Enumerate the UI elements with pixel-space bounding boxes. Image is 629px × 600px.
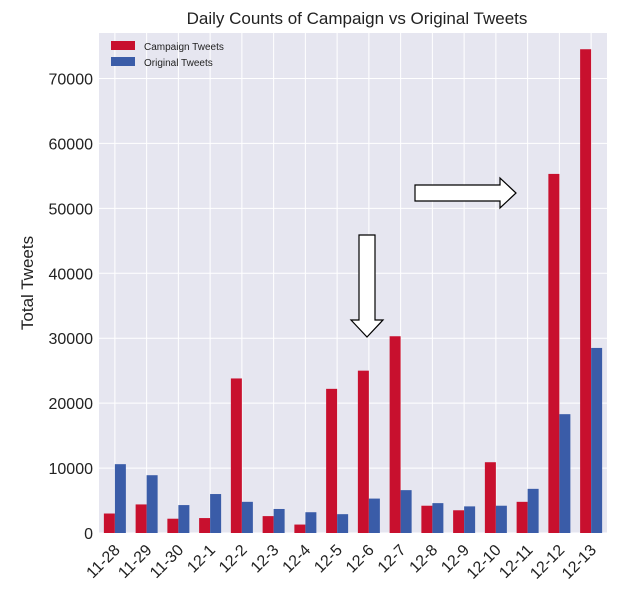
campaign-bar (389, 336, 401, 533)
x-tick-label: 12-3 (248, 542, 283, 577)
original-bar (368, 498, 380, 533)
x-tick-label: 12-8 (407, 542, 442, 577)
x-tick-label: 12-2 (216, 542, 251, 577)
original-bar (432, 503, 444, 533)
original-bar (146, 475, 158, 533)
y-axis-label: Total Tweets (18, 236, 37, 330)
plot-background (99, 33, 607, 533)
y-tick-label: 0 (84, 526, 93, 543)
x-tick-label: 12-7 (375, 542, 410, 577)
down-arrow-annotation (349, 234, 385, 338)
original-bar (591, 347, 603, 533)
campaign-bar (199, 518, 211, 533)
campaign-bar (580, 49, 592, 533)
y-gridlines (99, 77, 607, 534)
chart-title: Daily Counts of Campaign vs Original Twe… (187, 9, 528, 28)
original-bar (464, 506, 476, 533)
campaign-bar (230, 378, 242, 533)
y-tick-label: 50000 (49, 201, 94, 218)
legend-label-campaign: Campaign Tweets (144, 42, 224, 53)
original-bar (114, 464, 126, 533)
x-tick-label: 12-1 (184, 542, 219, 577)
x-tick-label: 12-11 (496, 542, 536, 582)
campaign-bar (548, 173, 560, 533)
right-arrow-annotation (414, 176, 517, 210)
y-tick-label: 10000 (49, 461, 94, 478)
legend: Campaign Tweets Original Tweets (111, 41, 224, 69)
campaign-bar (357, 370, 369, 533)
original-bar (559, 414, 571, 533)
original-bar (337, 514, 349, 533)
campaign-bar (135, 504, 147, 533)
campaign-bar (453, 510, 465, 533)
original-bar (495, 505, 507, 533)
bars (103, 49, 603, 533)
y-tick-labels: 0 10000 20000 30000 40000 50000 60000 70000 (49, 71, 94, 543)
original-bar (527, 488, 539, 533)
legend-label-original: Original Tweets (144, 58, 213, 69)
x-tick-label: 11-29 (115, 542, 155, 582)
legend-swatch-campaign (111, 41, 135, 50)
campaign-bar (484, 462, 496, 533)
original-bar (400, 490, 412, 533)
x-tick-label: 12-6 (343, 542, 378, 577)
x-tick-labels: 11-2811-2911-3012-112-212-312-412-512-61… (84, 542, 600, 583)
campaign-bar (516, 501, 528, 533)
campaign-bar (103, 513, 115, 533)
original-bar (210, 494, 222, 533)
x-tick-label: 11-28 (84, 542, 124, 582)
x-tick-label: 12-12 (527, 542, 568, 583)
x-tick-label: 12-5 (311, 542, 346, 577)
campaign-bar (262, 516, 274, 533)
campaign-bar (294, 524, 306, 533)
campaign-bar (167, 518, 179, 533)
x-tick-label: 12-4 (280, 542, 315, 577)
y-tick-label: 60000 (49, 136, 94, 153)
campaign-bar (421, 505, 433, 533)
x-tick-label: 12-13 (559, 542, 600, 583)
y-tick-label: 30000 (49, 331, 94, 348)
original-bar (305, 512, 317, 533)
y-tick-label: 70000 (49, 71, 94, 88)
y-tick-label: 40000 (49, 266, 94, 283)
campaign-bar (326, 388, 338, 533)
original-bar (178, 505, 190, 533)
legend-swatch-original (111, 57, 135, 66)
y-tick-label: 20000 (49, 396, 94, 413)
original-bar (273, 508, 285, 533)
x-tick-label: 11-30 (147, 542, 187, 582)
original-bar (241, 501, 253, 533)
x-tick-label: 12-10 (464, 542, 505, 583)
